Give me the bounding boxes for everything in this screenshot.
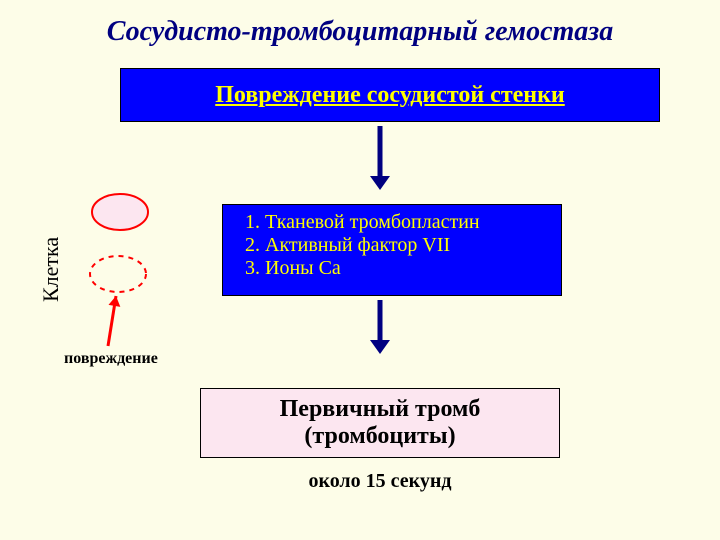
box-vessel-damage-text: Повреждение сосудистой стенки: [215, 82, 565, 109]
arrow-top: [370, 126, 390, 190]
damage-label: повреждение: [64, 350, 158, 368]
damage-pointer-arrow: [108, 296, 120, 346]
box-primary-thrombus: Первичный тромб (тромбоциты): [200, 388, 560, 458]
factors-list: Тканевой тромбопластин Активный фактор V…: [247, 211, 551, 280]
box-factors: Тканевой тромбопластин Активный фактор V…: [222, 204, 562, 296]
factor-item: Тканевой тромбопластин: [265, 211, 551, 234]
cell-intact-icon: [92, 194, 148, 230]
box-vessel-damage: Повреждение сосудистой стенки: [120, 68, 660, 122]
slide-title: Сосудисто-тромбоцитарный гемостаза: [0, 16, 720, 48]
cell-axis-label: Клетка: [38, 237, 64, 302]
thrombus-line2: (тромбоциты): [280, 423, 481, 450]
cell-damaged-icon: [90, 256, 146, 292]
factor-item: Ионы Са: [265, 257, 551, 280]
factor-item: Активный фактор VII: [265, 234, 551, 257]
thrombus-line1: Первичный тромб: [280, 396, 481, 423]
arrow-middle: [370, 300, 390, 354]
time-caption: около 15 секунд: [200, 470, 560, 493]
